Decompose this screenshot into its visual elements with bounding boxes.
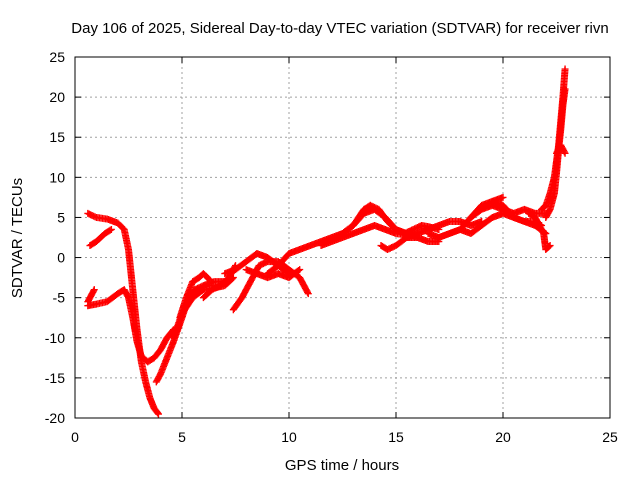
y-tick-label: 15 [49, 129, 65, 145]
series-track-12 [264, 202, 374, 277]
x-tick-label: 5 [178, 429, 186, 445]
y-tick-label: 20 [49, 89, 65, 105]
y-tick-label: -10 [45, 330, 65, 346]
x-tick-label: 20 [495, 429, 511, 445]
y-axis-label: SDTVAR / TECUs [9, 178, 26, 298]
x-axis-label: GPS time / hours [285, 457, 399, 474]
series-track-3 [86, 226, 114, 249]
y-tick-label: -5 [53, 290, 66, 306]
y-tick-label: 0 [57, 250, 65, 266]
chart-title: Day 106 of 2025, Sidereal Day-to-day VTE… [71, 20, 608, 37]
y-tick-label: 10 [49, 169, 65, 185]
y-tick-label: -20 [45, 410, 65, 426]
x-tick-label: 25 [602, 429, 618, 445]
x-tick-label: 10 [281, 429, 297, 445]
y-tick-label: 25 [49, 49, 65, 65]
y-tick-label: -15 [45, 370, 65, 386]
x-tick-label: 0 [71, 429, 79, 445]
x-tick-label: 15 [388, 429, 404, 445]
series-track-2 [84, 286, 177, 365]
chart: Day 106 of 2025, Sidereal Day-to-day VTE… [0, 0, 640, 480]
data-points [84, 66, 568, 418]
y-tick-label: 5 [57, 209, 65, 225]
